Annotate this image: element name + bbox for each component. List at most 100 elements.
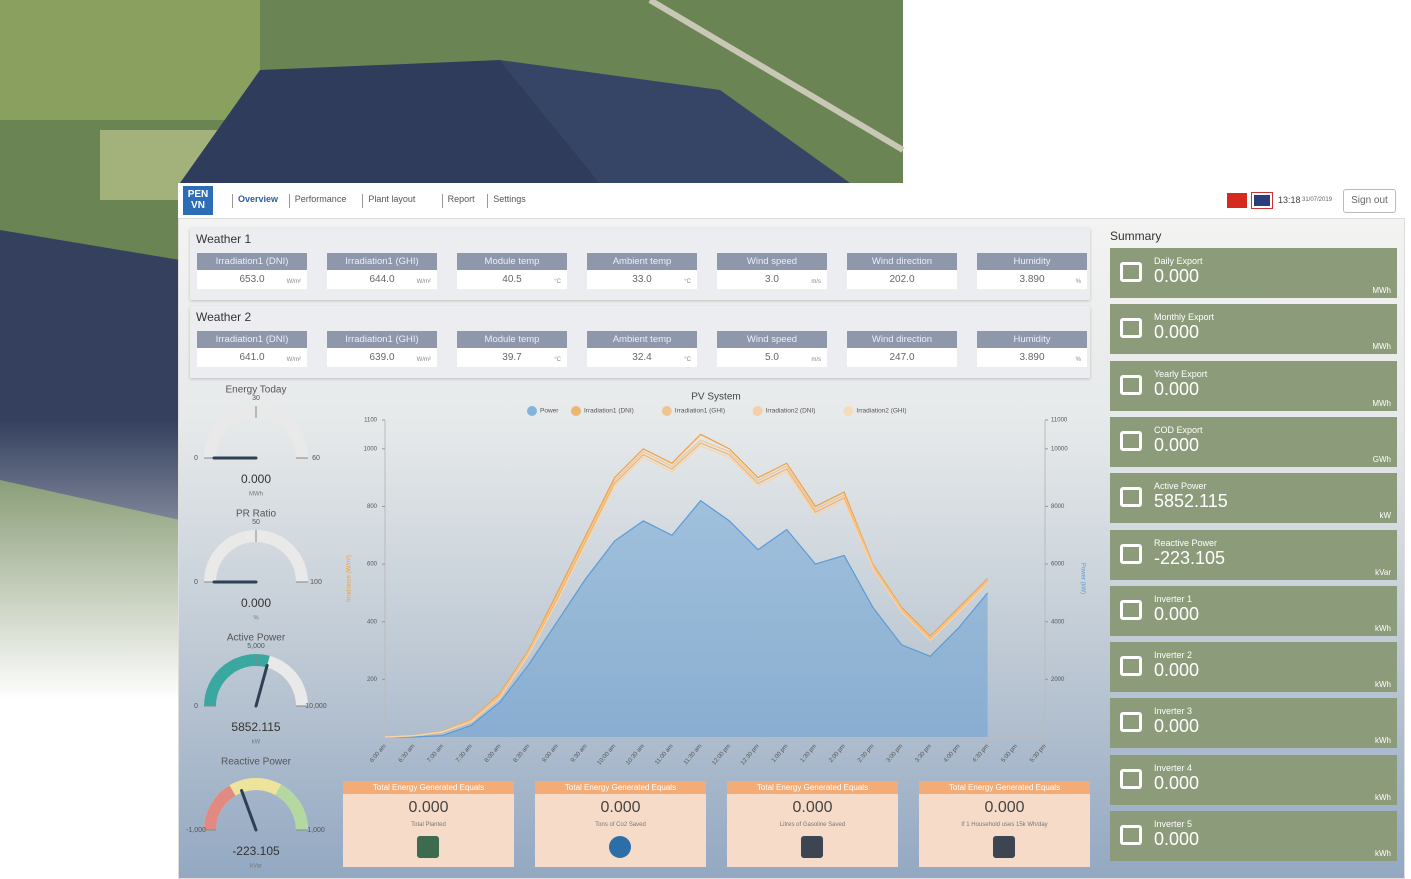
weather-value: 32.4 <box>632 352 651 363</box>
nav-item[interactable]: Report <box>442 194 475 208</box>
summary-unit: kWh <box>1375 624 1391 633</box>
x-tick-label: 11:30 am <box>683 743 703 766</box>
x-tick-label: 3:30 pm <box>914 743 933 763</box>
sign-out-button[interactable]: Sign out <box>1343 189 1396 213</box>
weather-value: 641.0 <box>239 352 264 363</box>
summary-value: 0.000 <box>1154 435 1199 456</box>
weather-card-header: Wind direction <box>847 331 957 348</box>
x-tick-label: 2:30 pm <box>857 743 876 763</box>
nav-item[interactable]: Performance <box>289 194 347 208</box>
gauge-tick-label: 1,000 <box>307 827 325 834</box>
gauge-tick-label: 50 <box>252 519 260 526</box>
weather-unit: °C <box>684 273 691 292</box>
weather-card-header: Humidity <box>977 331 1087 348</box>
gauge-tick-label: 100 <box>310 579 322 586</box>
gauge-unit: kVar <box>250 864 262 870</box>
weather-card-header: Irradiation1 (DNI) <box>197 253 307 270</box>
weather-value: 644.0 <box>369 274 394 285</box>
weather-value: 639.0 <box>369 352 394 363</box>
weather-title: Weather 2 <box>196 310 251 324</box>
nav-item[interactable]: Overview <box>232 194 278 208</box>
weather-card-header: Module temp <box>457 331 567 348</box>
summary-unit: MWh <box>1372 342 1391 351</box>
summary-label: Active Power <box>1154 481 1207 491</box>
x-tick-label: 9:30 am <box>570 743 589 763</box>
gauge-tick-label: 0 <box>194 703 198 710</box>
flag-vn <box>1227 193 1247 208</box>
summary-icon <box>1120 318 1142 338</box>
gauge-tick-label: 0 <box>194 579 198 586</box>
x-tick-label: 6:30 am <box>398 743 417 763</box>
x-tick-label: 5:00 pm <box>1001 743 1020 763</box>
x-tick-label: 10:00 am <box>597 743 618 766</box>
x-tick-label: 1:30 pm <box>800 743 819 763</box>
summary-unit: kWh <box>1375 736 1391 745</box>
x-tick-label: 6:00 am <box>369 743 388 763</box>
nav-item[interactable]: Plant layout <box>362 194 415 208</box>
gauge-value: 0.000 <box>241 596 271 610</box>
legend-label: Power <box>540 408 559 415</box>
gauge-unit: % <box>253 616 259 622</box>
summary-value: 0.000 <box>1154 716 1199 737</box>
weather-value: 3.890 <box>1019 274 1044 285</box>
summary-icon <box>1120 656 1142 676</box>
summary-unit: MWh <box>1372 399 1391 408</box>
equivalent-icon <box>993 836 1015 858</box>
y-tick-label: 200 <box>367 677 378 683</box>
legend-label: Irradiation2 (DNI) <box>766 408 816 415</box>
x-tick-label: 10:30 am <box>625 743 646 766</box>
legend-label: Irradiation1 (DNI) <box>584 408 634 415</box>
summary-title: Summary <box>1110 229 1161 243</box>
legend-swatch <box>527 406 537 416</box>
gauge-track <box>210 536 302 582</box>
weather-unit: °C <box>554 351 561 370</box>
gauge-value: 5852.115 <box>231 720 280 734</box>
weather-unit: W/m² <box>287 351 301 370</box>
summary-label: Inverter 2 <box>1154 650 1192 660</box>
legend-label: Irradiation2 (GHI) <box>856 408 906 415</box>
x-tick-label: 4:00 pm <box>943 743 962 763</box>
nav-item[interactable]: Settings <box>487 194 526 208</box>
weather-unit: m/s <box>811 351 821 370</box>
weather-value: 202.0 <box>889 274 914 285</box>
weather-unit: m/s <box>811 273 821 292</box>
legend-swatch <box>662 406 672 416</box>
weather-value: 3.890 <box>1019 352 1044 363</box>
weather-unit: W/m² <box>417 351 431 370</box>
summary-card: Inverter 20.000kWh <box>1110 642 1397 692</box>
x-tick-label: 3:00 pm <box>886 743 905 763</box>
weather-card-header: Irradiation1 (GHI) <box>327 253 437 270</box>
weather-card-body: 3.890% <box>977 270 1087 289</box>
summary-icon <box>1120 769 1142 789</box>
gauge-needle <box>242 791 256 830</box>
weather-card-body: 40.5°C <box>457 270 567 289</box>
chart-title: PV System <box>691 392 740 403</box>
weather-unit: °C <box>684 351 691 370</box>
equivalent-caption: If 1 Household uses 15k Wh/day <box>919 822 1090 828</box>
y-axis-title: Irradiance (W/m²) <box>347 555 353 602</box>
weather-value: 3.0 <box>765 274 779 285</box>
summary-label: COD Export <box>1154 425 1203 435</box>
summary-unit: GWh <box>1373 455 1391 464</box>
equivalent-value: 0.000 <box>343 799 514 817</box>
x-tick-label: 2:00 pm <box>828 743 847 763</box>
summary-value: 0.000 <box>1154 322 1199 343</box>
equivalent-caption: Litres of Gasoline Saved <box>727 822 898 828</box>
gauge-track <box>210 412 302 458</box>
summary-value: 0.000 <box>1154 660 1199 681</box>
gauge-tick-label: 5,000 <box>247 643 265 650</box>
area-fill <box>385 501 988 737</box>
weather-value: 247.0 <box>889 352 914 363</box>
summary-card: Monthly Export0.000MWh <box>1110 304 1397 354</box>
x-tick-label: 1:00 pm <box>771 743 790 763</box>
summary-card: Active Power5852.115kW <box>1110 473 1397 523</box>
weather-value: 33.0 <box>632 274 651 285</box>
gauge-value: 0.000 <box>241 472 271 486</box>
summary-icon <box>1120 262 1142 282</box>
summary-label: Inverter 5 <box>1154 819 1192 829</box>
logo: PEN VN <box>183 186 213 215</box>
